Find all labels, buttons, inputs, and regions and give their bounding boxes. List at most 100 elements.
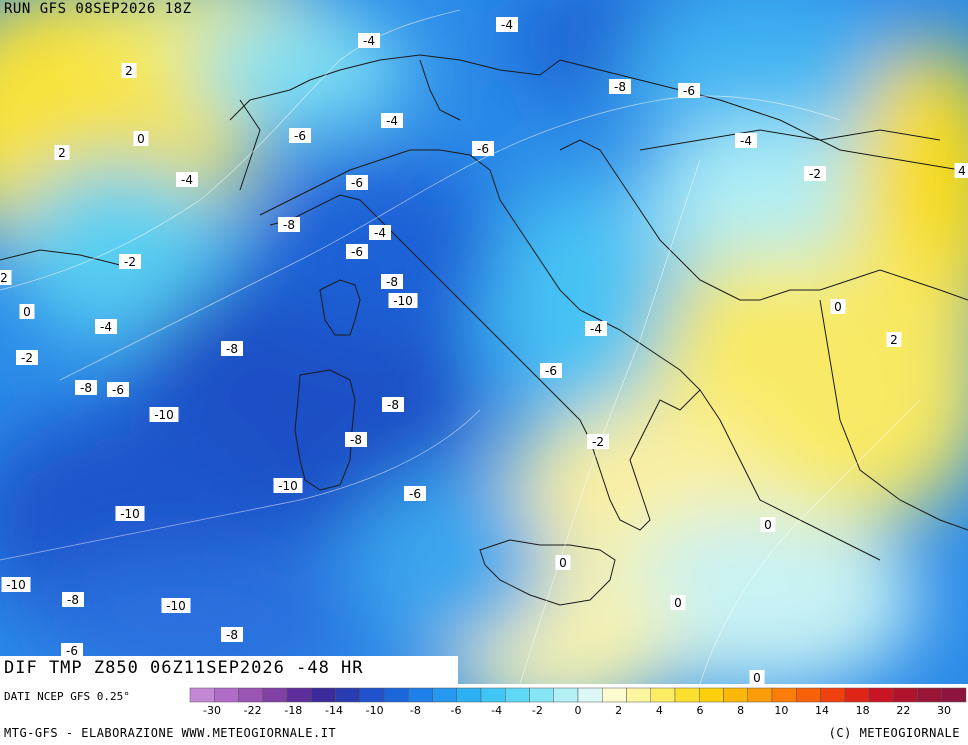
isoline-label-text: 0 bbox=[23, 305, 31, 319]
isoline-label-box bbox=[358, 33, 380, 48]
color-scale-bin bbox=[189, 687, 215, 703]
color-scale-bin bbox=[917, 687, 942, 703]
isoline-label: -2 bbox=[587, 434, 609, 449]
isoline-label: 0 bbox=[760, 517, 776, 532]
isoline-label: -10 bbox=[388, 293, 418, 308]
isoline-label-box bbox=[609, 79, 631, 94]
isoline-label: -10 bbox=[273, 478, 303, 493]
isoline-label-text: -4 bbox=[374, 226, 386, 240]
isoline-label-text: -8 bbox=[386, 275, 398, 289]
color-scale-bin bbox=[577, 687, 603, 703]
anomaly-field bbox=[0, 0, 968, 684]
isoline-label: -4 bbox=[369, 225, 391, 240]
isoline-label-text: -6 bbox=[66, 644, 78, 658]
color-scale-bin bbox=[214, 687, 239, 703]
color-scale-tick-label: -30 bbox=[203, 704, 221, 717]
isoline-label-text: -6 bbox=[683, 84, 695, 98]
isoline-label: 0 bbox=[830, 299, 846, 314]
color-scale-bin bbox=[359, 687, 385, 703]
color-scale-tick-labels: -30 -22 -18 -14 -10 -8 -6 -4 -2 0 2 4 6 8 10 14 18 22 30 bbox=[203, 704, 951, 717]
isoline-label: -2 bbox=[119, 254, 141, 269]
color-scale-tick-label: 6 bbox=[697, 704, 704, 717]
isoline-label-text: -4 bbox=[386, 114, 398, 128]
color-scale-bin bbox=[626, 687, 651, 703]
isoline-label-text: -6 bbox=[409, 487, 421, 501]
isoline-label-box bbox=[404, 486, 426, 501]
temperature-anomaly-map: -4 -4 2 0 2 -8 -6 -4 -6 -4 -6 -2 4 -4 -6 -8 -4 -6 -2 2 -8 -10… bbox=[0, 0, 968, 684]
isoline-label-box bbox=[749, 670, 765, 684]
isoline-label-text: -4 bbox=[740, 134, 752, 148]
isoline-label-box bbox=[107, 382, 129, 397]
color-scale-tick-label: -18 bbox=[284, 704, 302, 717]
valid-title: DIF TMP Z850 06Z11SEP2026 -48 HR bbox=[4, 658, 364, 678]
isoline-label-text: -4 bbox=[590, 322, 602, 336]
isoline-label-text: 2 bbox=[890, 333, 898, 347]
isoline-label: -6 bbox=[472, 141, 494, 156]
isoline-label: -4 bbox=[585, 321, 607, 336]
isoline-label: 0 bbox=[749, 670, 765, 684]
isoline-label: -8 bbox=[62, 592, 84, 607]
isoline-label-text: -2 bbox=[809, 167, 821, 181]
isoline-label-box bbox=[388, 293, 418, 308]
isoline-label-text: 2 bbox=[0, 271, 8, 285]
isoline-label-box bbox=[954, 163, 968, 178]
color-scale-bin bbox=[529, 687, 554, 703]
color-scale-bin bbox=[553, 687, 579, 703]
isoline-label-text: 0 bbox=[137, 132, 145, 146]
isoline-label: -8 bbox=[609, 79, 631, 94]
color-scale-tick-label: 2 bbox=[615, 704, 622, 717]
isoline-label-box bbox=[95, 319, 117, 334]
isoline-label-box bbox=[830, 299, 846, 314]
isoline-label-text: -2 bbox=[592, 435, 604, 449]
isoline-label-text: -4 bbox=[100, 320, 112, 334]
isoline-label: -8 bbox=[278, 217, 300, 232]
color-scale-bin bbox=[941, 687, 967, 703]
isoline-label-box bbox=[121, 63, 137, 78]
isoline-label-text: -4 bbox=[181, 173, 193, 187]
isoline-label: -4 bbox=[95, 319, 117, 334]
isoline-label-box bbox=[369, 225, 391, 240]
isoline-label-box bbox=[804, 166, 826, 181]
isoline-label-box bbox=[221, 627, 243, 642]
isoline-label: -8 bbox=[221, 627, 243, 642]
color-scale-tick-label: -14 bbox=[325, 704, 343, 717]
isoline-label: 0 bbox=[19, 304, 35, 319]
isoline-label: -2 bbox=[804, 166, 826, 181]
isoline-label-box bbox=[119, 254, 141, 269]
isoline-label-text: -10 bbox=[120, 507, 140, 521]
color-scale-bin bbox=[844, 687, 870, 703]
isoline-label: -6 bbox=[540, 363, 562, 378]
isoline-label-text: 0 bbox=[764, 518, 772, 532]
isoline-label-box bbox=[381, 274, 403, 289]
color-scale-tick-label: 10 bbox=[774, 704, 788, 717]
color-scale-bin bbox=[505, 687, 530, 703]
isoline-label-box bbox=[62, 592, 84, 607]
isoline-label-text: -4 bbox=[501, 18, 513, 32]
isoline-label-text: -2 bbox=[21, 351, 33, 365]
isoline-label-box bbox=[0, 270, 12, 285]
isoline-label: -10 bbox=[149, 407, 179, 422]
isoline-label: 2 bbox=[0, 270, 12, 285]
isoline-label-text: -8 bbox=[80, 381, 92, 395]
isoline-label-box bbox=[16, 350, 38, 365]
isoline-label-text: -10 bbox=[393, 294, 413, 308]
color-scale-tick-label: 22 bbox=[896, 704, 910, 717]
isoline-label-text: -6 bbox=[477, 142, 489, 156]
isoline-label-box bbox=[381, 113, 403, 128]
isoline-label-box bbox=[54, 145, 70, 160]
isoline-label-text: -8 bbox=[67, 593, 79, 607]
isoline-label: -8 bbox=[345, 432, 367, 447]
isoline-label-text: -6 bbox=[294, 129, 306, 143]
isoline-label: -6 bbox=[289, 128, 311, 143]
color-scale-tick-label: 4 bbox=[656, 704, 663, 717]
color-scale-bin bbox=[650, 687, 676, 703]
isoline-label-text: 0 bbox=[753, 671, 761, 684]
isoline-label-text: -4 bbox=[363, 34, 375, 48]
color-scale-bin bbox=[335, 687, 360, 703]
color-scale-bin bbox=[311, 687, 336, 703]
color-scale-tick-label: -8 bbox=[410, 704, 421, 717]
isoline-label-text: -8 bbox=[226, 628, 238, 642]
isoline-label-box bbox=[61, 643, 83, 658]
isoline-label-text: -6 bbox=[545, 364, 557, 378]
isoline-label: -6 bbox=[61, 643, 83, 658]
